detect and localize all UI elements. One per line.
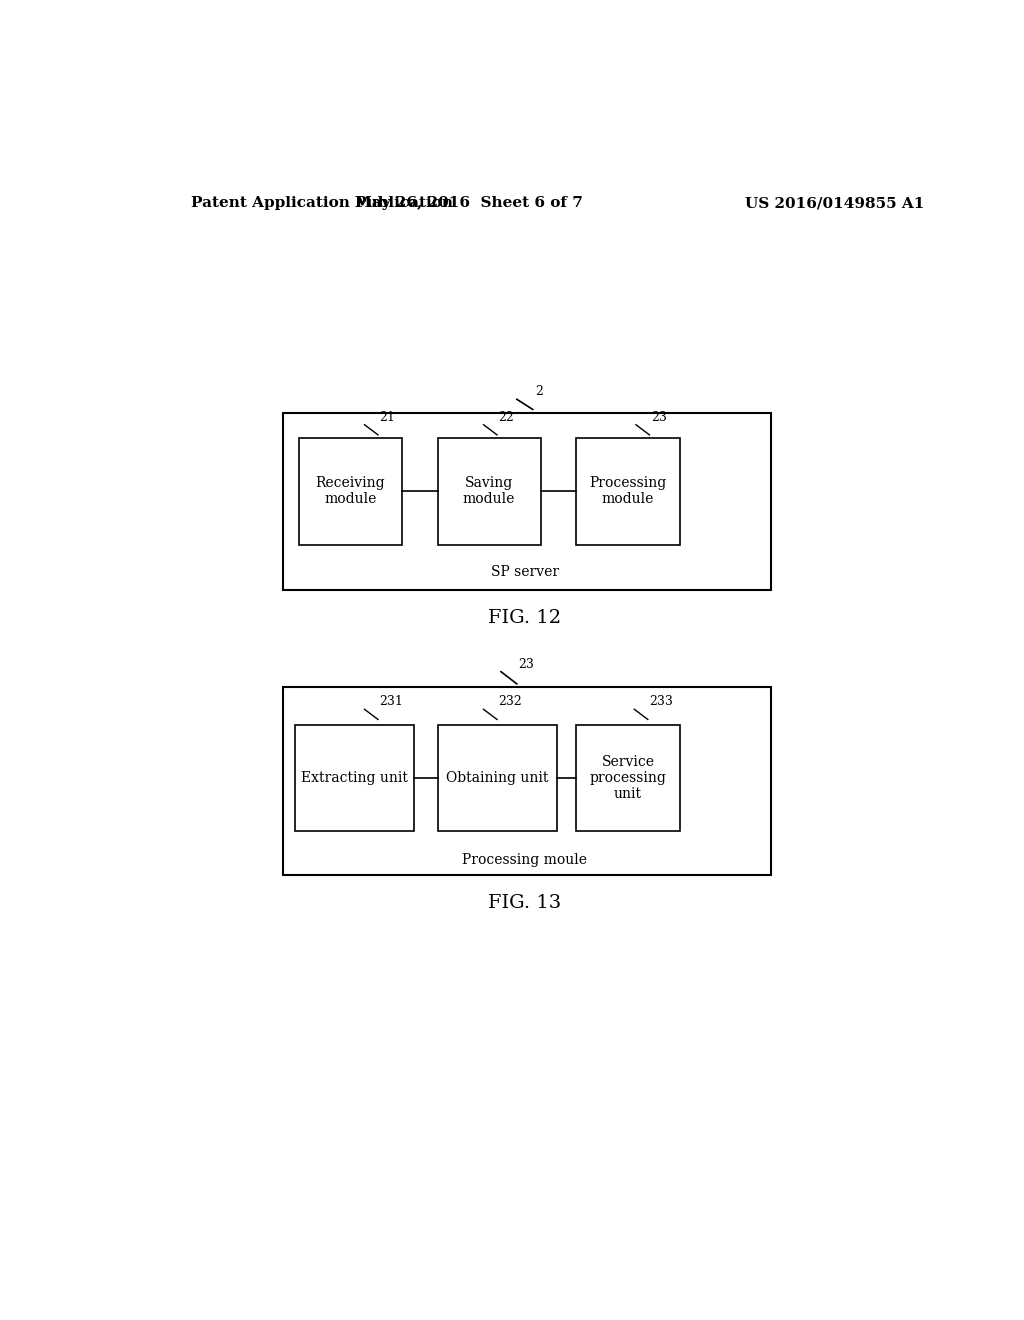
Text: 231: 231 xyxy=(380,696,403,709)
Bar xyxy=(295,725,414,832)
Text: Processing
module: Processing module xyxy=(590,477,667,507)
Text: Processing moule: Processing moule xyxy=(462,853,588,867)
Text: Extracting unit: Extracting unit xyxy=(301,771,408,785)
Bar xyxy=(283,413,771,590)
Bar xyxy=(577,438,680,545)
Text: 233: 233 xyxy=(649,696,673,709)
Text: SP server: SP server xyxy=(490,565,559,579)
Text: May 26, 2016  Sheet 6 of 7: May 26, 2016 Sheet 6 of 7 xyxy=(355,197,584,210)
Text: 23: 23 xyxy=(651,411,667,424)
Text: Service
processing
unit: Service processing unit xyxy=(590,755,667,801)
Text: 21: 21 xyxy=(380,411,395,424)
Text: Receiving
module: Receiving module xyxy=(315,477,385,507)
Text: FIG. 12: FIG. 12 xyxy=(488,609,561,627)
Bar xyxy=(437,725,557,832)
Text: 23: 23 xyxy=(518,657,535,671)
Text: Saving
module: Saving module xyxy=(463,477,515,507)
Bar xyxy=(437,438,541,545)
Text: 2: 2 xyxy=(536,385,543,399)
Text: US 2016/0149855 A1: US 2016/0149855 A1 xyxy=(744,197,924,210)
Bar xyxy=(299,438,401,545)
Text: Obtaining unit: Obtaining unit xyxy=(445,771,548,785)
Text: 22: 22 xyxy=(499,411,514,424)
Bar xyxy=(577,725,680,832)
Text: Patent Application Publication: Patent Application Publication xyxy=(191,197,454,210)
Text: FIG. 13: FIG. 13 xyxy=(488,895,561,912)
Text: 232: 232 xyxy=(499,696,522,709)
Bar xyxy=(283,686,771,875)
